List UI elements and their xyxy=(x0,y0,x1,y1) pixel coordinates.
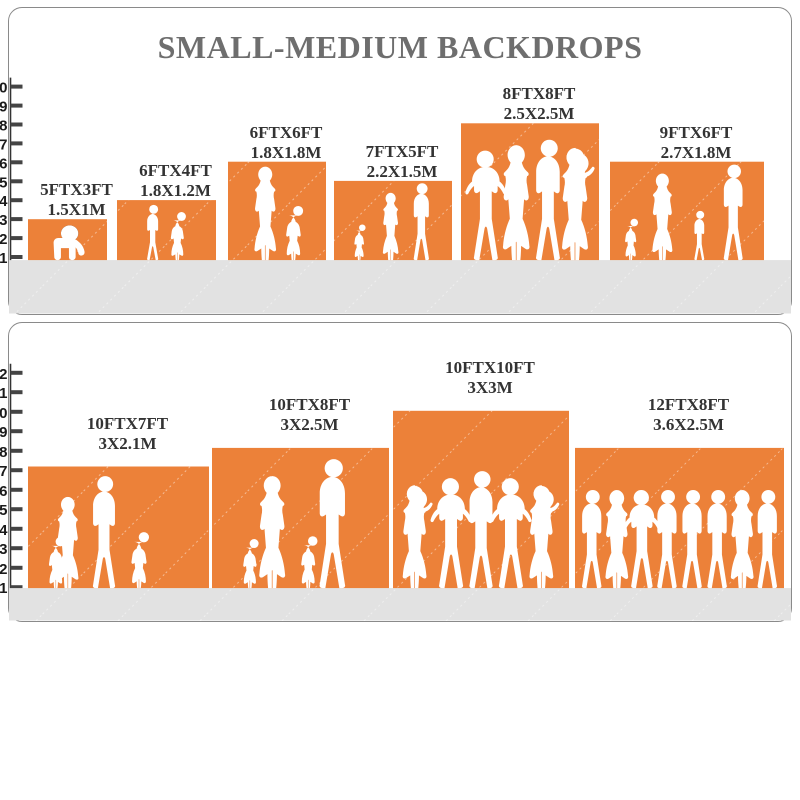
svg-text:4: 4 xyxy=(0,522,8,539)
svg-text:8: 8 xyxy=(0,118,8,135)
svg-text:1: 1 xyxy=(0,580,8,597)
svg-text:4: 4 xyxy=(0,193,8,210)
svg-text:5: 5 xyxy=(0,502,8,519)
svg-text:3: 3 xyxy=(0,541,8,558)
svg-text:2: 2 xyxy=(0,231,8,248)
svg-text:6: 6 xyxy=(0,483,8,500)
svg-text:2: 2 xyxy=(0,561,8,578)
svg-text:5: 5 xyxy=(0,174,8,191)
svg-text:7: 7 xyxy=(0,463,8,480)
svg-text:3: 3 xyxy=(0,212,8,229)
svg-text:11: 11 xyxy=(0,385,8,402)
svg-text:9: 9 xyxy=(0,99,8,116)
svg-text:10: 10 xyxy=(0,405,8,422)
svg-text:12: 12 xyxy=(0,366,8,383)
svg-text:8: 8 xyxy=(0,444,8,461)
svg-text:10: 10 xyxy=(0,80,8,97)
svg-text:7: 7 xyxy=(0,136,8,153)
svg-text:9: 9 xyxy=(0,424,8,441)
svg-text:6: 6 xyxy=(0,155,8,172)
svg-text:1: 1 xyxy=(0,250,8,267)
